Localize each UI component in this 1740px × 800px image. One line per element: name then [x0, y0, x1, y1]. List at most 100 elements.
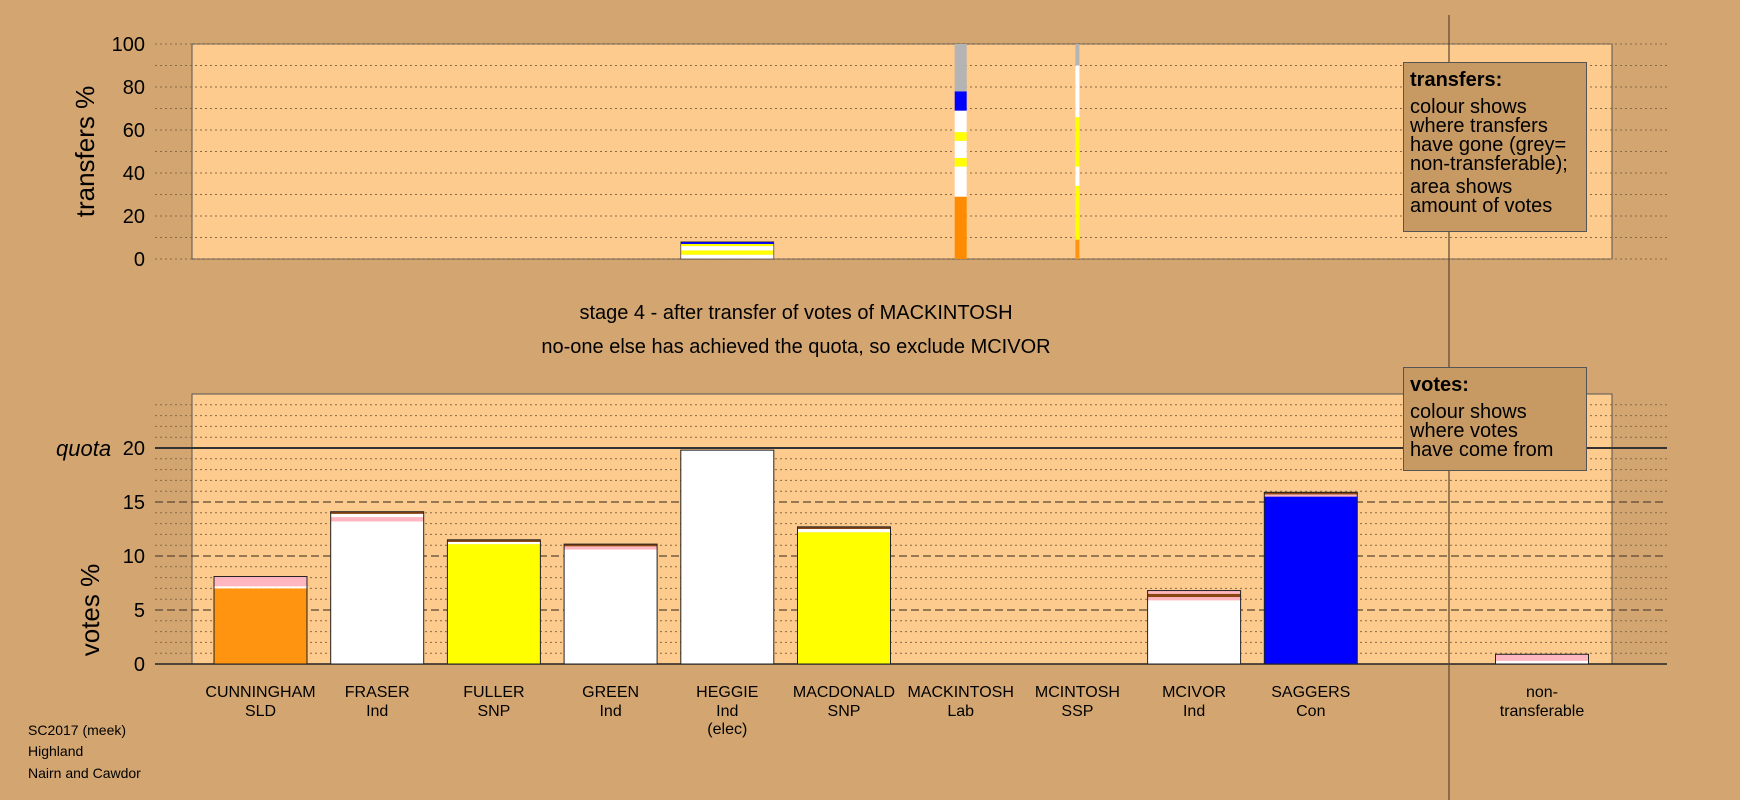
vote-bar-outline	[213, 576, 308, 665]
vote-bar-outline	[330, 511, 425, 665]
candidate-party-label: Ind	[599, 703, 621, 720]
candidate-party-label: SLD	[245, 703, 276, 720]
votes-y-tick-label: 15	[123, 492, 145, 514]
transfers-legend-title: transfers:	[1410, 69, 1503, 91]
transfers-legend-text-area: area shows amount of votes	[1410, 176, 1553, 217]
transfer-segment	[954, 132, 967, 141]
transfers-y-tick-label: 20	[123, 206, 145, 228]
transfer-segment	[680, 241, 774, 244]
transfers-y-tick-label: 60	[123, 120, 145, 142]
candidate-party-label: SNP	[828, 703, 861, 720]
votes-legend: votes: colour shows where votes have com…	[1403, 367, 1587, 471]
vote-segment	[330, 511, 424, 514]
vote-bar-outline	[1147, 590, 1242, 665]
transfer-segment	[954, 196, 967, 259]
transfer-segment	[680, 246, 774, 251]
votes-y-tick-label: 5	[134, 600, 145, 622]
transfer-segment	[954, 166, 967, 197]
stage-title: stage 4 - after transfer of votes of MAC…	[579, 302, 1012, 324]
transfers-y-axis-label: transfers %	[70, 86, 100, 218]
candidate-party-label: Lab	[947, 703, 974, 720]
footer-council: Highland	[28, 743, 84, 759]
transfer-segment	[1075, 166, 1080, 186]
vote-segment	[330, 513, 424, 518]
candidate-name-label: HEGGIE	[696, 684, 758, 701]
stage-subtitle: no-one else has achieved the quota, so e…	[541, 336, 1050, 358]
candidate-name-label: MCINTOSH	[1035, 684, 1120, 701]
vote-segment	[447, 541, 541, 545]
vote-bar-outline	[446, 539, 541, 665]
transfer-segment	[954, 140, 967, 158]
vote-bar-outline	[680, 449, 775, 665]
vote-segment	[680, 450, 774, 664]
transfer-segment	[680, 250, 774, 255]
candidate-status-label: (elec)	[707, 721, 747, 738]
vote-segment	[564, 549, 658, 664]
candidate-name-label: SAGGERS	[1271, 684, 1350, 701]
transfers-y-tick-label: 40	[123, 163, 145, 185]
transfers-y-tick-label: 80	[123, 77, 145, 99]
vote-segment	[1264, 496, 1358, 664]
transfers-y-tick-label: 100	[112, 34, 145, 56]
vote-segment	[214, 586, 307, 589]
vote-segment	[214, 576, 307, 587]
vote-segment	[1147, 593, 1241, 598]
votes-legend-title: votes:	[1410, 374, 1469, 396]
candidate-party-label: Con	[1296, 703, 1325, 720]
vote-segment	[447, 539, 541, 542]
candidate-name-label: MACKINTOSH	[908, 684, 1014, 701]
candidate-name-label: FRASER	[345, 684, 410, 701]
candidate-name-label: CUNNINGHAM	[205, 684, 315, 701]
transfer-column-outline	[680, 241, 775, 260]
transfer-segment	[1075, 44, 1080, 66]
candidate-party-label: Ind	[1183, 703, 1205, 720]
transfer-segment	[1075, 185, 1080, 240]
votes-legend-text: colour shows where votes have come from	[1410, 401, 1554, 461]
candidate-party-label: Ind	[716, 703, 738, 720]
footer-election: SC2017 (meek)	[28, 722, 127, 738]
candidate-name-label: GREEN	[582, 684, 639, 701]
vote-segment	[1495, 660, 1589, 664]
vote-segment	[1264, 492, 1358, 495]
transfers-y-tick-label: 0	[134, 249, 145, 271]
vote-segment	[1264, 494, 1358, 497]
candidate-party-label: SNP	[477, 703, 510, 720]
vote-segment	[1147, 590, 1241, 594]
vote-segment	[797, 526, 891, 529]
vote-segment	[564, 544, 658, 547]
transfer-segment	[954, 157, 967, 167]
candidate-name-label: MACDONALD	[793, 684, 895, 701]
transfers-legend: transfers: colour shows where transfers …	[1403, 62, 1587, 232]
votes-panel	[191, 393, 1613, 665]
votes-y-axis-label: votes %	[75, 564, 105, 657]
transfer-segment	[954, 110, 967, 133]
candidate-party-label: SSP	[1061, 703, 1093, 720]
vote-bar-outline	[1263, 491, 1358, 665]
transfers-legend-text-colour: colour shows where transfers have gone (…	[1410, 96, 1568, 175]
footer-ward: Nairn and Cawdor	[28, 765, 141, 781]
vote-bar-outline	[1495, 653, 1589, 665]
vote-bar-outline	[563, 543, 658, 665]
vote-segment	[214, 588, 307, 664]
vote-segment	[330, 517, 424, 522]
transfer-segment	[1075, 117, 1080, 167]
candidate-party-label: Ind	[366, 703, 388, 720]
vote-segment	[1147, 600, 1241, 664]
vote-segment	[447, 544, 541, 664]
votes-y-tick-label: 10	[123, 546, 145, 568]
transfer-segment	[1075, 65, 1080, 118]
transfer-segment	[680, 243, 774, 247]
vote-segment	[330, 521, 424, 664]
transfer-segment	[954, 91, 967, 111]
vote-segment	[797, 529, 891, 533]
vote-segment	[797, 532, 891, 664]
vote-segment	[564, 546, 658, 550]
transfer-segment	[954, 44, 967, 92]
quota-label: quota	[56, 436, 111, 461]
candidate-name-label: MCIVOR	[1162, 684, 1226, 701]
candidate-name-label: FULLER	[463, 684, 524, 701]
candidate-party-label: transferable	[1500, 703, 1585, 720]
vote-segment	[1147, 597, 1241, 601]
